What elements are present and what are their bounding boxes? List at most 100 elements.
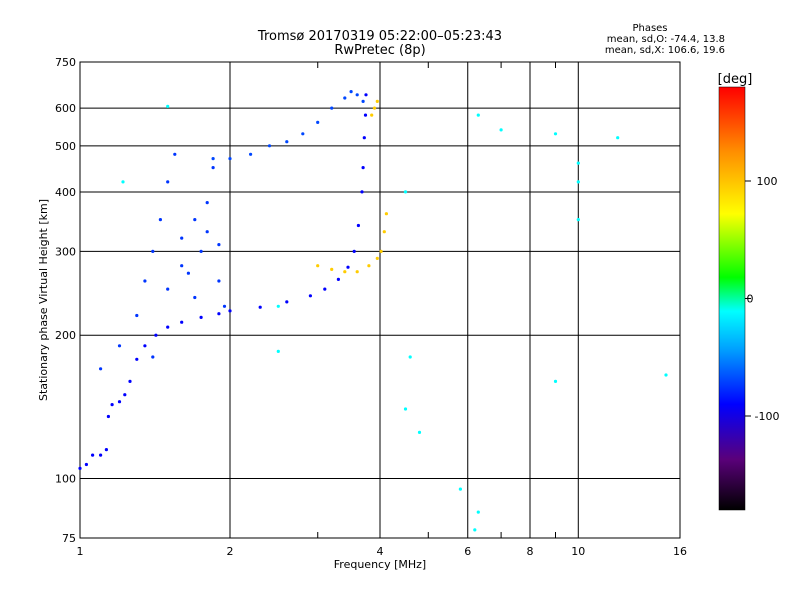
data-point (117, 400, 122, 404)
data-point (217, 279, 221, 283)
data-point (143, 344, 147, 348)
data-point (91, 453, 95, 457)
data-point (217, 312, 221, 316)
data-point (117, 344, 122, 348)
data-point (228, 309, 232, 313)
data-point (104, 448, 108, 452)
data-point (199, 315, 203, 319)
data-point (352, 249, 356, 253)
data-point (258, 305, 262, 309)
data-point (166, 287, 170, 291)
x-tick-label: 8 (527, 545, 534, 558)
data-point (576, 161, 580, 165)
data-point (458, 487, 462, 491)
data-point (356, 223, 360, 228)
data-point (382, 230, 386, 234)
data-point (222, 304, 227, 308)
x-tick-label: 4 (377, 545, 384, 558)
data-point (78, 466, 82, 470)
data-point (499, 128, 503, 132)
x-tick-label: 6 (464, 545, 471, 558)
colorbar-tick-label: 0 (747, 293, 754, 306)
data-point (205, 230, 209, 234)
data-point (360, 190, 364, 194)
data-point (205, 201, 209, 205)
y-tick-label: 400 (55, 186, 76, 199)
data-point (228, 157, 232, 161)
data-point (166, 325, 170, 329)
data-point (349, 90, 353, 94)
data-point (193, 218, 197, 222)
data-point (576, 218, 580, 222)
y-tick-label: 300 (55, 245, 76, 258)
data-point (249, 152, 253, 156)
colorbar-label: [deg] (718, 72, 753, 87)
data-point (330, 106, 334, 110)
data-point (375, 256, 379, 260)
data-point (84, 462, 88, 467)
data-point (362, 136, 366, 140)
x-tick-label: 1 (77, 545, 84, 558)
data-point (372, 106, 377, 110)
grid (80, 62, 680, 538)
y-tick-label: 500 (55, 140, 76, 153)
data-point (99, 367, 103, 371)
data-point (473, 528, 477, 532)
data-point (330, 267, 334, 271)
data-point (361, 99, 365, 103)
data-point (336, 277, 340, 281)
data-point (166, 104, 170, 108)
data-point (135, 357, 139, 361)
data-point (193, 295, 197, 300)
data-point (158, 218, 162, 222)
y-tick-label: 750 (55, 56, 76, 69)
stats-heading: Phases (632, 23, 667, 34)
data-point (180, 236, 184, 240)
data-point (355, 93, 359, 97)
data-point (135, 313, 139, 318)
colorbar (718, 86, 746, 511)
colorbar-tick-label: -100 (755, 410, 780, 423)
x-tick-label: 10 (571, 545, 585, 558)
data-point (364, 93, 368, 97)
data-point (476, 510, 480, 514)
data-point (361, 166, 365, 170)
x-axis-label: Frequency [MHz] (334, 558, 426, 571)
y-tick-label: 600 (55, 102, 76, 115)
data-point (476, 113, 480, 117)
colorbar-tick-label: 100 (757, 175, 778, 188)
data-point (384, 212, 388, 216)
data-point (343, 270, 347, 274)
data-point (403, 407, 408, 411)
data-point (375, 99, 379, 103)
data-point (616, 136, 620, 140)
data-point (180, 320, 184, 324)
data-point (276, 304, 280, 308)
data-point (199, 249, 203, 253)
data-point (143, 279, 147, 283)
data-point (154, 333, 158, 337)
data-point (403, 190, 408, 194)
data-point (151, 355, 155, 359)
data-point (211, 166, 215, 170)
data-point (576, 180, 580, 184)
chart-subtitle: RwPretec (8p) (334, 43, 425, 58)
data-point (128, 379, 132, 383)
data-point (664, 373, 668, 377)
data-point (355, 270, 359, 274)
data-point (267, 144, 272, 148)
data-point (285, 300, 289, 304)
data-point (180, 264, 184, 268)
data-point (166, 180, 170, 184)
data-point (323, 287, 327, 291)
colorbar-ticks: -100 0 100 (745, 175, 779, 423)
data-point (217, 243, 221, 247)
data-point (363, 113, 368, 117)
data-point (276, 349, 280, 353)
data-point (99, 453, 103, 457)
data-point (367, 264, 371, 268)
data-point (343, 96, 347, 100)
data-point (151, 249, 155, 253)
data-point (285, 140, 289, 144)
data-point (186, 271, 190, 275)
